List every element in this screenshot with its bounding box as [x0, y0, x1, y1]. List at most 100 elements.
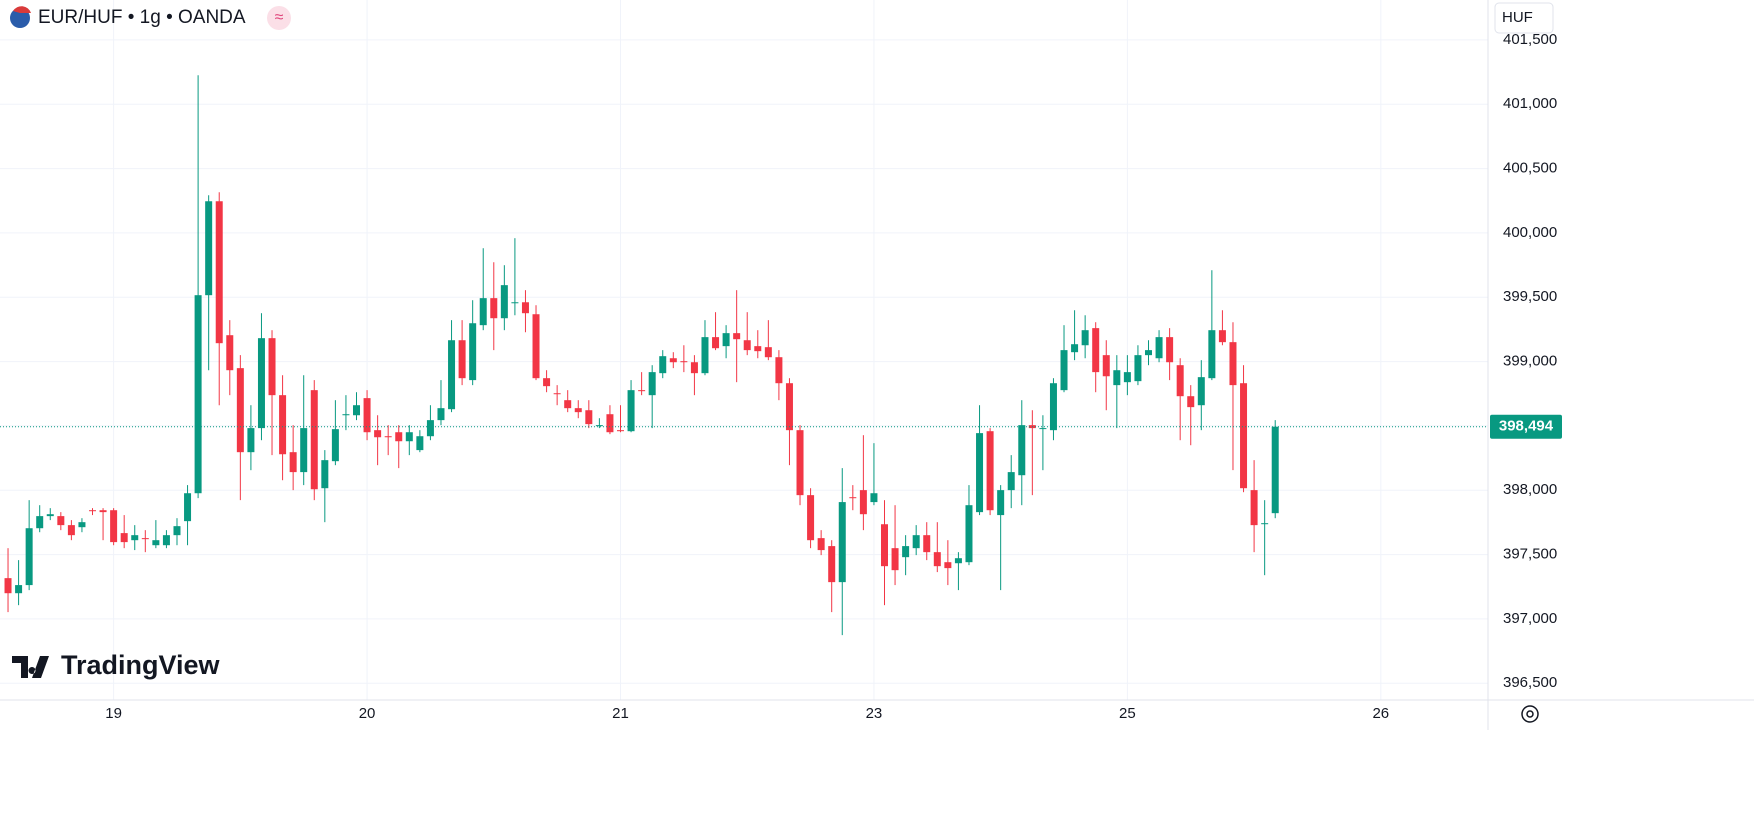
candle-body: [1208, 330, 1216, 379]
candle-body: [1261, 523, 1269, 525]
candle-body: [606, 414, 614, 433]
currency-label[interactable]: HUF: [1502, 9, 1533, 26]
candle-body: [236, 368, 244, 453]
candle-body: [363, 398, 371, 433]
y-tick-label: 400,500: [1503, 160, 1557, 177]
candle-body: [585, 410, 593, 425]
candle-body: [257, 338, 265, 429]
x-tick-label: 21: [612, 705, 629, 722]
candle-body: [469, 323, 477, 381]
candle-body: [648, 372, 656, 396]
y-tick-label: 397,000: [1503, 610, 1557, 627]
candle-body: [1229, 342, 1237, 386]
y-tick-label: 399,500: [1503, 288, 1557, 305]
flag-hu: [13, 6, 31, 13]
candle-body: [1018, 425, 1026, 476]
candle-body: [437, 408, 445, 421]
x-tick-label: 26: [1372, 705, 1389, 722]
x-tick-label: 19: [105, 705, 122, 722]
settings-icon[interactable]: [1521, 705, 1539, 723]
badge-bg: [267, 6, 291, 30]
candle-body: [976, 433, 984, 513]
settings-icon-center: [1526, 710, 1534, 718]
candle-body: [78, 522, 86, 528]
candle-body: [1092, 328, 1100, 373]
candle-body: [1039, 428, 1047, 430]
last-price-box: [1490, 414, 1562, 439]
candle-body: [754, 346, 762, 352]
candle-body: [807, 495, 815, 541]
candle-body: [511, 302, 519, 304]
candle-body: [743, 340, 751, 351]
candle-body: [764, 347, 772, 358]
candle-body: [384, 436, 392, 438]
candle-body: [1123, 372, 1131, 383]
candle-body: [574, 408, 582, 413]
x-tick-label: 25: [1119, 705, 1136, 722]
candle-body: [521, 302, 529, 314]
candle-body: [152, 540, 160, 546]
candle-body: [965, 505, 973, 563]
candle-body: [669, 358, 677, 363]
candle-body: [1197, 377, 1205, 406]
candle-body: [500, 285, 508, 319]
candle-body: [226, 335, 234, 371]
candle-body: [279, 395, 287, 455]
candle-body: [131, 535, 139, 541]
candle-body: [36, 516, 44, 529]
candle-body: [321, 460, 329, 489]
symbol-title[interactable]: EUR/HUF • 1g • OANDA: [38, 7, 246, 28]
candle-body: [1102, 355, 1110, 377]
candle-body: [458, 340, 466, 379]
candle-body: [141, 538, 149, 540]
candle-body: [1134, 355, 1142, 382]
candle-body: [1240, 383, 1248, 489]
y-tick-label: 401,500: [1503, 31, 1557, 48]
candle-body: [912, 535, 920, 549]
x-tick-label: 23: [866, 705, 883, 722]
candle-body: [659, 356, 667, 374]
candle-body: [1176, 365, 1184, 397]
y-tick-label: 400,000: [1503, 224, 1557, 241]
candle-body: [1155, 337, 1163, 359]
candle-body: [331, 429, 339, 462]
candle-body: [595, 425, 603, 427]
candle-body: [712, 337, 720, 349]
candle-body: [310, 390, 318, 490]
badge[interactable]: ≈: [275, 9, 284, 26]
candle-body: [215, 201, 223, 344]
candle-body: [902, 546, 910, 558]
candle-body: [627, 390, 635, 432]
y-tick-label: 399,000: [1503, 353, 1557, 370]
candle-body: [997, 490, 1005, 516]
logo-text: TradingView: [61, 650, 221, 680]
candle-body: [944, 562, 952, 569]
candle-body: [880, 524, 888, 567]
candle-body: [173, 526, 181, 536]
candle-body: [986, 431, 994, 511]
candle-body: [1060, 350, 1068, 391]
candle-body: [543, 378, 551, 387]
candle-body: [205, 201, 213, 296]
candle-body: [838, 502, 846, 583]
candle-body: [426, 420, 434, 437]
currency-button[interactable]: [1494, 2, 1554, 34]
candle-body: [46, 514, 54, 517]
candle-body: [1113, 370, 1121, 386]
candle-body: [617, 430, 625, 432]
candle-body: [1007, 472, 1015, 491]
candle-body: [110, 510, 118, 543]
candle-body: [374, 430, 382, 438]
candle-body: [162, 535, 170, 546]
candle-body: [796, 430, 804, 496]
candle-body: [849, 497, 857, 499]
candle-body: [448, 340, 456, 410]
candle-body: [532, 314, 540, 379]
candle-body: [722, 333, 730, 347]
y-tick-label: 396,500: [1503, 674, 1557, 691]
candle-body: [1218, 330, 1226, 343]
candle-body: [247, 428, 255, 453]
x-tick-label: 20: [359, 705, 376, 722]
